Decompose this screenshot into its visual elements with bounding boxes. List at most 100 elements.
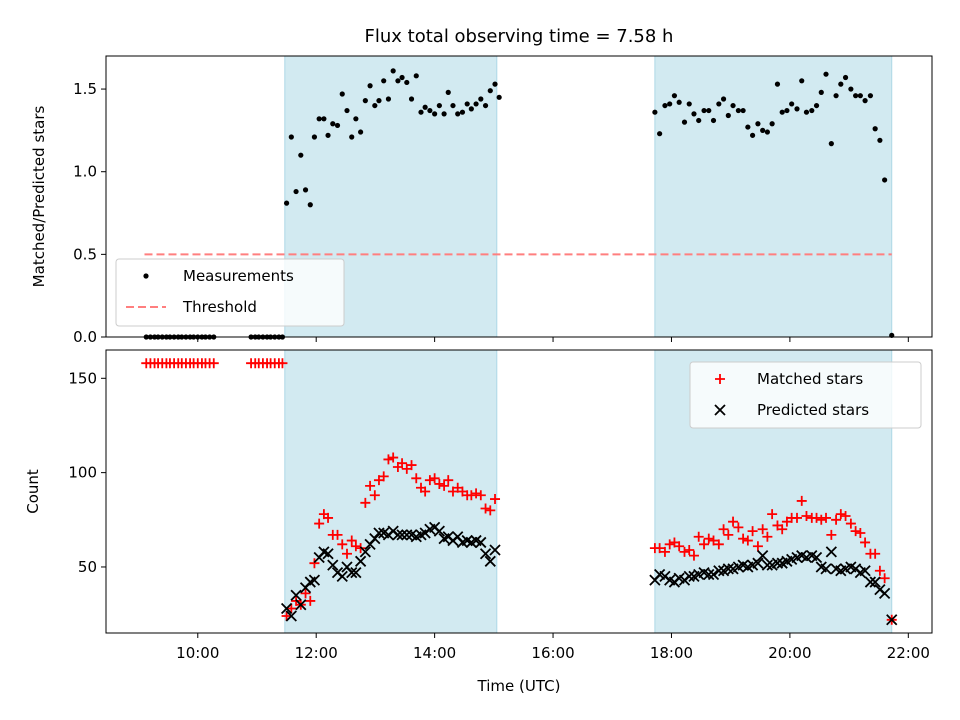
measurement-point: [334, 122, 341, 129]
matched-star-point: [429, 473, 440, 484]
matched-star-point: [314, 518, 325, 529]
matched-star-point: [845, 518, 856, 529]
matched-star-point: [752, 541, 763, 552]
matched-star-point: [305, 595, 316, 606]
matched-star-point: [733, 522, 744, 533]
measurement-point: [436, 102, 442, 109]
measurement-point: [725, 112, 731, 119]
predicted-star-point: [396, 529, 408, 541]
measurement-point: [794, 106, 800, 112]
measurement-point: [464, 101, 470, 107]
y-tick-label: 1.0: [73, 163, 97, 181]
legend-box: [689, 361, 922, 429]
measurement-point: [283, 200, 290, 206]
measurement-point: [422, 104, 428, 110]
measurement-point: [298, 152, 304, 158]
matched-star-point: [397, 458, 408, 469]
y-tick-label: 0.0: [73, 328, 97, 346]
predicted-star-point: [475, 536, 487, 549]
matched-star-point: [835, 509, 846, 520]
matched-star-point: [850, 526, 861, 537]
matched-star-point: [420, 486, 431, 497]
predicted-star-point: [859, 565, 871, 577]
measurement-point: [882, 177, 888, 183]
matched-star-point: [490, 494, 501, 505]
predicted-star-point: [479, 548, 492, 560]
legend-swatch-matched: [715, 374, 725, 384]
matched-star-point: [757, 524, 768, 535]
measurement-point: [848, 86, 854, 92]
series-measurements: [143, 68, 895, 340]
predicted-star-point: [825, 546, 837, 558]
measurement-point: [413, 73, 419, 79]
measurement-point: [385, 96, 392, 102]
measurement-point: [857, 93, 863, 99]
matched-star-point: [378, 471, 389, 482]
matched-star-point: [762, 531, 773, 542]
measurement-point: [395, 78, 401, 84]
measurement-point: [441, 111, 447, 117]
predicted-star-point: [308, 574, 321, 586]
matched-star-point: [424, 475, 435, 486]
x-axis-label: Time (UTC): [477, 677, 561, 695]
predicted-star-point: [484, 555, 496, 567]
predicted-star-point: [327, 559, 339, 571]
matched-star-point: [826, 529, 837, 540]
legend-label: Measurements: [183, 267, 294, 285]
x-tick-label: 10:00: [176, 644, 219, 662]
measurement-point: [838, 81, 844, 87]
measurement-point: [321, 116, 327, 122]
measurement-point: [478, 96, 484, 102]
matched-star-point: [480, 503, 491, 514]
predicted-star-point: [373, 527, 385, 539]
matched-star-point: [703, 533, 714, 544]
matched-star-point: [738, 533, 749, 544]
matched-star-point: [369, 490, 380, 501]
measurement-point: [302, 187, 309, 193]
matched-star-point: [471, 488, 482, 499]
measurement-point: [867, 93, 874, 99]
y-tick-label: 150: [68, 369, 97, 387]
predicted-star-point: [285, 610, 297, 622]
matched-star-point: [664, 539, 675, 550]
x-tick-label: 12:00: [295, 644, 338, 662]
series-layer: [141, 358, 898, 626]
measurement-point: [657, 131, 663, 137]
measurement-point: [853, 93, 859, 99]
matched-star-point: [300, 588, 311, 599]
matched-star-point: [688, 550, 699, 561]
series-predicted-stars: [280, 521, 898, 626]
legend-box: [115, 258, 345, 327]
measurement-point: [316, 116, 322, 122]
measurement-point: [706, 107, 712, 114]
predicted-star-point: [820, 563, 832, 575]
measurement-point: [710, 117, 717, 124]
measurement-point: [818, 89, 824, 95]
y-tick-label: 0.5: [73, 245, 97, 263]
predicted-star-point: [290, 589, 302, 601]
matched-star-point: [693, 531, 704, 542]
measurement-point: [455, 111, 461, 117]
matched-star-point: [323, 512, 334, 523]
measurement-point: [686, 101, 692, 107]
matched-star-point: [286, 603, 297, 614]
legend-label: Matched stars: [757, 370, 863, 388]
measurement-point: [492, 81, 498, 87]
matched-star-point: [466, 490, 477, 501]
measurement-point: [755, 121, 761, 127]
legend-label: Predicted stars: [757, 401, 869, 419]
matched-star-point: [434, 478, 445, 489]
matched-star-point: [728, 516, 739, 527]
measurement-point: [842, 74, 849, 81]
chart-title: Flux total observing time = 7.58 h: [365, 26, 674, 47]
x-tick-label: 18:00: [650, 644, 693, 662]
x-tick-label: 20:00: [768, 644, 811, 662]
matched-star-point: [350, 541, 361, 552]
measurement-point: [376, 98, 382, 104]
y-axis-label: Matched/Predicted stars: [30, 106, 48, 288]
matched-star-point: [360, 497, 371, 508]
matched-star-point: [679, 546, 690, 557]
matched-star-point: [708, 535, 719, 546]
measurement-point: [330, 121, 336, 127]
predicted-star-point: [369, 533, 381, 545]
